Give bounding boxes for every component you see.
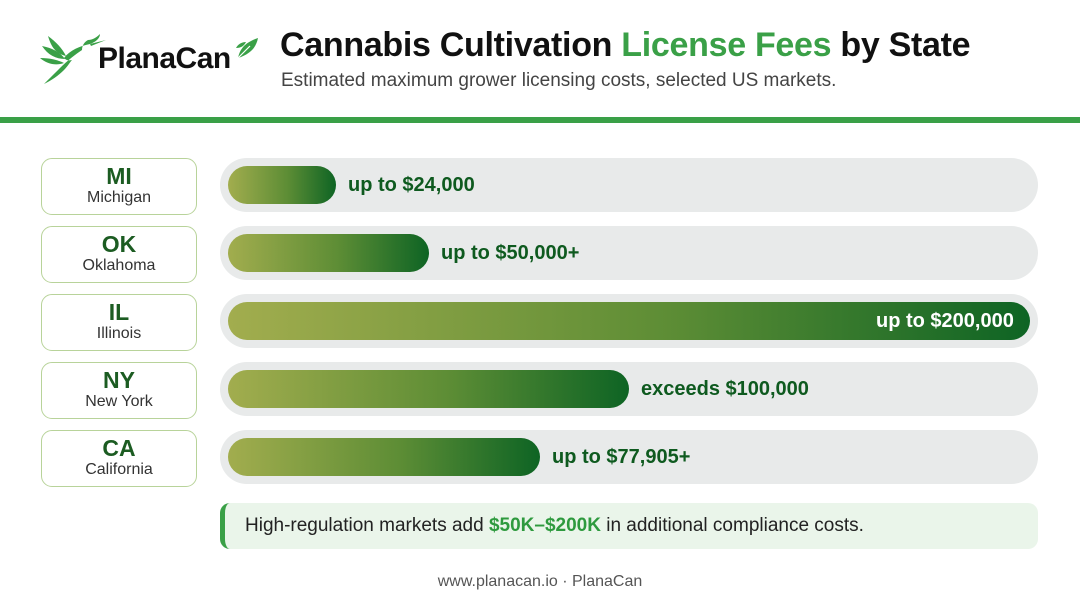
state-badge-mi: MI Michigan: [41, 158, 197, 215]
page-title: Cannabis Cultivation License Fees by Sta…: [280, 26, 971, 65]
header-divider: [0, 117, 1080, 123]
note-highlight: $50K–$200K: [488, 515, 601, 536]
state-name: California: [85, 461, 153, 478]
state-badge-il: IL Illinois: [41, 294, 197, 351]
bar-label-ok: up to $50,000+: [441, 242, 580, 264]
bar-il: [228, 302, 1030, 340]
page-subtitle: Estimated maximum grower licensing costs…: [281, 70, 837, 91]
note-prefix: High-regulation markets add: [245, 515, 489, 536]
bar-ok: [228, 234, 429, 272]
bar-label-ca: up to $77,905+: [552, 446, 691, 468]
state-name: Illinois: [96, 325, 142, 342]
note-suffix: in additional compliance costs.: [600, 515, 864, 536]
compliance-note-text: High-regulation markets add $50K–$200K i…: [245, 515, 864, 537]
bar-label-il: up to $200,000: [876, 310, 1014, 332]
bar-label-ny: exceeds $100,000: [641, 378, 809, 400]
state-badge-ok: OK Oklahoma: [41, 226, 197, 283]
bar-track-mi: up to $24,000: [220, 158, 1038, 212]
state-code: NY: [103, 367, 135, 393]
bar-mi: [228, 166, 336, 204]
state-name: Michigan: [86, 189, 152, 206]
bar-ca: [228, 438, 540, 476]
bar-track-ny: exceeds $100,000: [220, 362, 1038, 416]
bar-track-ok: up to $50,000+: [220, 226, 1038, 280]
state-name: New York: [85, 393, 153, 410]
brand-logo[interactable]: PlanaCan: [38, 28, 268, 90]
state-code: OK: [101, 231, 137, 257]
leaf-icon: [236, 38, 258, 59]
footer-text[interactable]: www.planacan.io · PlanaCan: [437, 573, 643, 590]
title-suffix: by State: [831, 26, 971, 64]
hummingbird-leaf-icon: [40, 34, 106, 84]
title-highlight: License Fees: [621, 26, 832, 64]
header: PlanaCan Cannabis Cultivation License Fe…: [0, 0, 1080, 118]
bar-ny: [228, 370, 629, 408]
state-code: MI: [106, 163, 132, 189]
title-prefix: Cannabis Cultivation: [280, 26, 622, 64]
brand-name: PlanaCan: [98, 42, 231, 75]
state-code: CA: [102, 435, 136, 461]
bar-track-il: up to $200,000: [220, 294, 1038, 348]
bar-track-ca: up to $77,905+: [220, 430, 1038, 484]
bar-label-mi: up to $24,000: [348, 174, 475, 196]
state-code: IL: [108, 299, 130, 325]
compliance-note: High-regulation markets add $50K–$200K i…: [220, 503, 1038, 549]
state-badge-ny: NY New York: [41, 362, 197, 419]
state-name: Oklahoma: [82, 257, 156, 274]
state-badge-ca: CA California: [41, 430, 197, 487]
